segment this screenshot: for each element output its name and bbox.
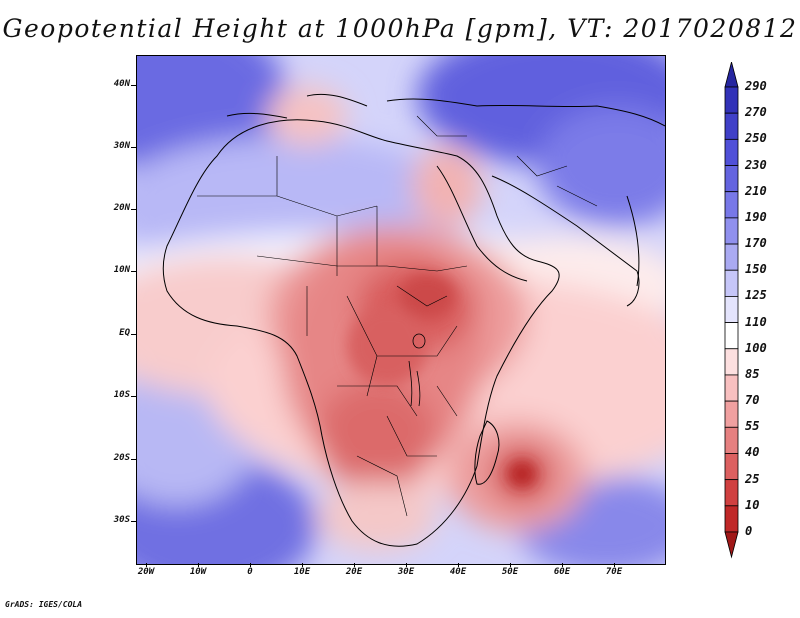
colorbar-segment (724, 400, 739, 428)
colorbar-label: 25 (745, 471, 760, 486)
colorbar-segment (724, 479, 739, 507)
colorbar-label: 70 (745, 393, 760, 408)
colorbar-bottom-arrow (724, 531, 739, 559)
colorbar-segment (724, 165, 739, 193)
lon-tick (146, 563, 147, 567)
colorbar-label: 290 (745, 79, 767, 93)
colorbar-label: 250 (745, 131, 767, 146)
colorbar-segment (724, 112, 739, 140)
colorbar-segment (724, 296, 739, 323)
lon-tick (354, 563, 355, 567)
lon-tick (406, 563, 407, 567)
lon-label-40e: 40E (449, 567, 467, 577)
lat-label-10n: 10N (113, 265, 130, 275)
lon-label-20w: 20W (137, 567, 155, 577)
colorbar-segment (724, 217, 739, 245)
colorbar-label: 230 (745, 157, 767, 172)
colorbar-label: 190 (745, 209, 767, 224)
lon-label-0: 0 (247, 567, 253, 577)
lat-label-30s: 30S (113, 515, 130, 525)
lat-label-30n: 30N (113, 141, 130, 151)
colorbar-label: 100 (745, 340, 767, 355)
lat-tick (131, 271, 136, 272)
lon-tick (614, 563, 615, 567)
lon-label-50e: 50E (501, 567, 519, 577)
lat-label-40n: 40N (113, 79, 130, 89)
country-borders (197, 115, 598, 517)
colorbar-label: 150 (745, 262, 767, 277)
lat-tick (131, 209, 136, 210)
colorbar-label: 55 (745, 419, 760, 434)
colorbar-segment (724, 138, 739, 166)
colorbar (724, 62, 739, 559)
lat-tick (131, 396, 136, 397)
colorbar-label: 40 (745, 445, 760, 460)
lon-tick (510, 563, 511, 567)
colorbar-segment (724, 243, 739, 271)
colorbar-label: 10 (745, 497, 760, 512)
lakes (408, 333, 426, 407)
lat-tick (131, 459, 136, 460)
chart-title: Geopotential Height at 1000hPa [gpm], VT… (2, 14, 798, 43)
colorbar-segment (724, 374, 739, 402)
geopotential-map (137, 56, 665, 564)
lat-label-20s: 20S (113, 453, 130, 463)
colorbar-label: 0 (745, 524, 753, 538)
colorbar-label: 210 (745, 183, 767, 198)
lon-label-30e: 30E (397, 567, 415, 577)
colorbar-segment (724, 269, 739, 297)
lat-tick (131, 147, 136, 148)
colorbar-segment (724, 505, 739, 533)
lat-label-eq: EQ (119, 328, 130, 338)
lon-tick (562, 563, 563, 567)
colorbar-segment (724, 453, 739, 481)
coastlines (162, 93, 665, 547)
lat-tick (131, 521, 136, 522)
lon-label-70e: 70E (605, 567, 623, 577)
colorbar-segment (724, 426, 739, 454)
colorbar-segment (724, 86, 739, 114)
lat-tick (131, 85, 136, 86)
colorbar-segment (724, 322, 739, 350)
lon-tick (198, 563, 199, 567)
colorbar-label: 170 (745, 236, 767, 251)
colorbar-label: 110 (745, 314, 767, 329)
lon-label-20e: 20E (345, 567, 363, 577)
lat-tick (131, 334, 136, 335)
lon-tick (302, 563, 303, 567)
colorbar-segment (724, 348, 739, 376)
colorbar-label: 270 (745, 105, 767, 120)
lon-label-60e: 60E (553, 567, 571, 577)
lat-label-20n: 20N (113, 203, 130, 213)
lon-label-10w: 10W (189, 567, 207, 577)
lon-tick (458, 563, 459, 567)
lon-tick (250, 563, 251, 567)
colorbar-segment (724, 191, 739, 219)
map-plot-area (136, 55, 666, 565)
colorbar-top-arrow (724, 62, 739, 88)
colorbar-label: 125 (745, 288, 767, 303)
footer-credit: GrADS: IGES/COLA (5, 600, 83, 609)
lat-label-10s: 10S (113, 390, 130, 400)
colorbar-label: 85 (745, 366, 760, 381)
lon-label-10e: 10E (293, 567, 311, 577)
